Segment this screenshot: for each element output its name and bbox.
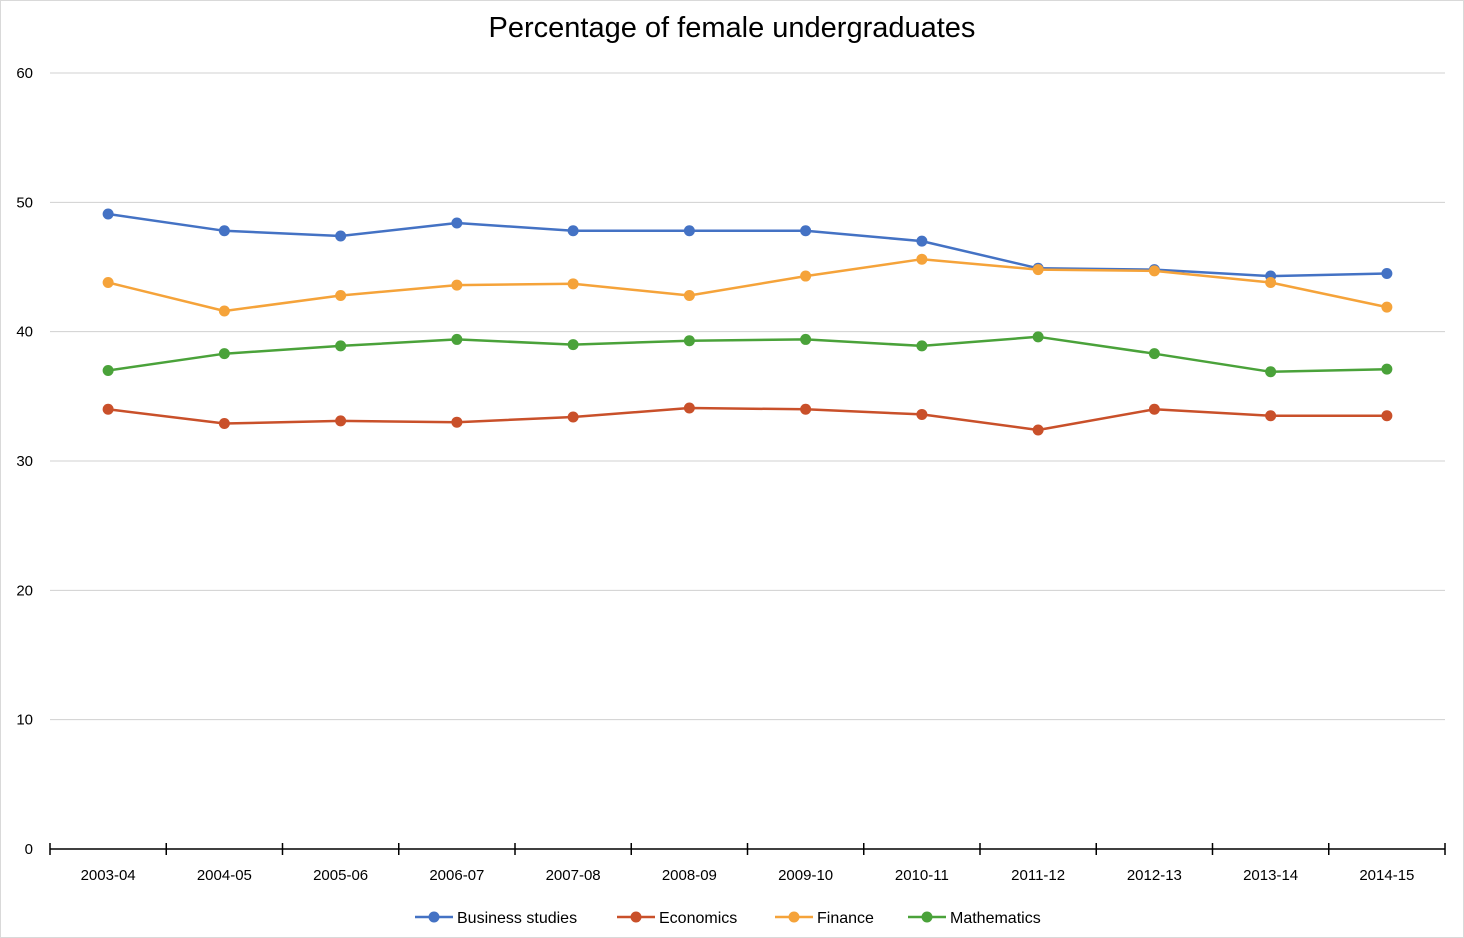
- legend-label: Finance: [817, 910, 874, 927]
- x-tick-label: 2008-09: [662, 867, 717, 884]
- data-point: [451, 333, 463, 345]
- legend-marker: [630, 911, 642, 923]
- data-point: [1032, 424, 1044, 436]
- legend-item: Economics: [617, 910, 737, 927]
- data-point: [1032, 264, 1044, 276]
- legend-item: Business studies: [415, 910, 577, 927]
- y-tick-label: 10: [16, 712, 33, 729]
- y-tick-label: 0: [25, 841, 33, 858]
- x-tick-label: 2010-11: [895, 867, 949, 884]
- series-line: [107, 406, 1387, 432]
- legend-label: Mathematics: [950, 910, 1041, 927]
- legend-item: Finance: [775, 910, 874, 927]
- data-point: [916, 253, 928, 265]
- series-line: [107, 335, 1387, 374]
- data-point: [335, 230, 347, 242]
- y-tick-label: 20: [16, 582, 33, 599]
- data-point: [1265, 277, 1277, 289]
- data-point: [1265, 410, 1277, 422]
- data-point: [800, 333, 812, 345]
- data-point: [335, 415, 347, 427]
- x-tick-label: 2007-08: [546, 867, 601, 884]
- data-point: [218, 305, 230, 317]
- x-axis: [49, 843, 1446, 855]
- data-point: [335, 289, 347, 301]
- legend-label: Economics: [659, 910, 737, 927]
- legend-label: Business studies: [457, 910, 577, 927]
- x-tick-label: 2004-05: [197, 867, 252, 884]
- x-axis-labels: 2003-04 2004-05 2005-06 2006-07 2007-08 2008-…: [81, 867, 1415, 884]
- series-business-studies: [102, 208, 1393, 282]
- y-tick-label: 50: [16, 194, 33, 211]
- data-point: [1148, 265, 1160, 277]
- series-mathematics: [102, 331, 1393, 378]
- data-point: [1032, 331, 1044, 343]
- data-point: [916, 235, 928, 247]
- legend-item: Mathematics: [908, 910, 1041, 927]
- x-tick-label: 2011-12: [1011, 867, 1065, 884]
- data-point: [1265, 366, 1277, 378]
- data-point: [218, 225, 230, 237]
- data-point: [916, 340, 928, 352]
- series-line: [107, 257, 1388, 313]
- data-point: [102, 208, 114, 220]
- data-point: [218, 417, 230, 429]
- data-point: [683, 225, 695, 237]
- y-axis-labels: 0 10 20 30 40 50 60: [16, 65, 33, 858]
- x-tick-label: 2013-14: [1243, 867, 1298, 884]
- series-lines: [102, 208, 1393, 436]
- x-tick-label: 2003-04: [81, 867, 136, 884]
- y-tick-label: 60: [16, 65, 33, 82]
- legend-marker: [428, 911, 440, 923]
- data-point: [1381, 410, 1393, 422]
- data-point: [1381, 301, 1393, 313]
- data-point: [567, 225, 579, 237]
- gridlines: [50, 72, 1445, 721]
- data-point: [916, 408, 928, 420]
- x-tick-label: 2006-07: [429, 867, 484, 884]
- chart-title: Percentage of female undergraduates: [489, 12, 976, 44]
- data-point: [800, 270, 812, 282]
- data-point: [683, 335, 695, 347]
- data-point: [683, 289, 695, 301]
- y-tick-label: 40: [16, 324, 33, 341]
- series-line: [107, 212, 1387, 278]
- data-point: [451, 416, 463, 428]
- legend-marker: [921, 911, 933, 923]
- data-point: [1381, 267, 1393, 279]
- data-point: [1148, 348, 1160, 360]
- series-economics: [102, 402, 1393, 436]
- data-point: [1148, 403, 1160, 415]
- data-point: [102, 403, 114, 415]
- data-point: [102, 277, 114, 289]
- y-tick-label: 30: [16, 453, 33, 470]
- x-tick-label: 2009-10: [778, 867, 833, 884]
- data-point: [451, 279, 463, 291]
- data-point: [567, 411, 579, 423]
- data-point: [567, 278, 579, 290]
- data-point: [102, 364, 114, 376]
- data-point: [1381, 363, 1393, 375]
- x-tick-label: 2014-15: [1359, 867, 1414, 884]
- legend: Business studies Economics Finance Mathemat…: [415, 910, 1041, 927]
- series-finance: [102, 253, 1393, 317]
- data-point: [567, 339, 579, 351]
- data-point: [451, 217, 463, 229]
- data-point: [218, 348, 230, 360]
- legend-marker: [788, 911, 800, 923]
- data-point: [800, 225, 812, 237]
- data-point: [683, 402, 695, 414]
- data-point: [335, 340, 347, 352]
- x-tick-label: 2012-13: [1127, 867, 1182, 884]
- data-point: [800, 403, 812, 415]
- x-tick-label: 2005-06: [313, 867, 368, 884]
